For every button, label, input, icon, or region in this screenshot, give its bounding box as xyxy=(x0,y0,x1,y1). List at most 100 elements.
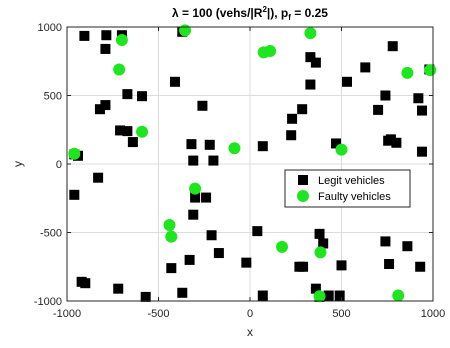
y-axis-label: y xyxy=(11,161,25,167)
title-middle-part: |), p xyxy=(267,6,288,20)
legit-vehicle-point xyxy=(69,189,80,200)
legit-vehicle-point xyxy=(360,62,371,73)
faulty-vehicle-point xyxy=(113,63,126,76)
legit-vehicle-point xyxy=(287,113,298,124)
y-tick-label: 0 xyxy=(56,159,62,171)
faulty-vehicle-point xyxy=(304,27,317,40)
x-tick-label: 0 xyxy=(247,308,253,320)
legit-vehicle-point xyxy=(310,57,321,68)
legend-square-icon xyxy=(298,175,308,185)
legit-vehicle-point xyxy=(197,100,208,111)
x-axis-label: x xyxy=(247,325,253,339)
faulty-vehicle-point xyxy=(136,125,149,138)
legit-vehicle-point xyxy=(380,90,391,101)
legit-vehicle-point xyxy=(201,192,212,203)
legit-vehicle-point xyxy=(305,79,316,90)
legit-vehicle-point xyxy=(100,43,111,54)
legit-vehicle-point xyxy=(186,139,197,150)
legend-entry-label: Legit vehicles xyxy=(318,175,385,187)
legit-vehicle-point xyxy=(318,238,329,249)
legit-vehicle-point xyxy=(101,30,112,41)
legit-vehicle-point xyxy=(385,134,396,145)
faulty-vehicle-point xyxy=(68,147,81,160)
faulty-vehicle-point xyxy=(392,289,405,302)
legit-vehicle-point xyxy=(76,276,87,287)
faulty-vehicle-point xyxy=(163,218,176,231)
legend: Legit vehicles Faulty vehicles xyxy=(284,169,411,208)
faulty-vehicle-point xyxy=(401,66,414,79)
x-tick-label: -500 xyxy=(147,308,169,320)
title-end-part: = 0.25 xyxy=(291,6,328,20)
title-main-part: λ = 100 (vehs/|R xyxy=(172,6,263,20)
y-tick-label: 500 xyxy=(44,91,62,103)
legit-vehicle-point xyxy=(314,228,325,239)
x-tick-label: 1000 xyxy=(421,308,445,320)
faulty-vehicle-point xyxy=(179,24,192,37)
legit-vehicle-point xyxy=(177,287,188,298)
legit-vehicle-point xyxy=(413,93,424,104)
legit-vehicle-point xyxy=(208,155,219,166)
x-tick-label: 500 xyxy=(332,308,350,320)
legit-vehicle-point xyxy=(334,290,345,301)
legit-vehicle-point xyxy=(79,30,90,41)
legit-vehicle-point xyxy=(298,261,309,272)
axis-ticks: -1000 -500 0 500 1000 -1000 -500 0 500 1000 xyxy=(34,22,445,320)
faulty-vehicle-point xyxy=(189,182,202,195)
legit-vehicle-point xyxy=(341,76,352,87)
legit-vehicle-point xyxy=(402,241,413,252)
faulty-vehicle-point xyxy=(424,64,437,77)
legit-vehicle-point xyxy=(122,89,133,100)
legend-circle-icon xyxy=(297,190,309,202)
faulty-vehicle-point xyxy=(335,143,348,156)
legend-entry-label: Faulty vehicles xyxy=(318,191,391,203)
faulty-vehicle-point xyxy=(313,290,326,303)
legit-vehicle-point xyxy=(257,290,268,301)
legit-vehicle-point xyxy=(417,146,428,157)
title-subscript: f xyxy=(288,13,291,22)
faulty-vehicle-point xyxy=(115,34,128,47)
faulty-vehicle-point xyxy=(264,44,277,57)
legit-vehicle-point xyxy=(387,41,398,52)
legit-vehicle-point xyxy=(115,125,126,136)
legit-vehicle-point xyxy=(94,104,105,115)
legit-vehicle-point xyxy=(213,248,224,259)
legit-vehicle-point xyxy=(93,172,104,183)
legit-vehicle-point xyxy=(140,291,151,302)
legit-vehicle-point xyxy=(137,91,148,102)
legit-vehicle-point xyxy=(257,141,268,152)
faulty-vehicle-point xyxy=(228,142,241,155)
legit-vehicle-point xyxy=(380,236,391,247)
title-superscript: 2 xyxy=(262,5,267,14)
legit-vehicle-point xyxy=(241,257,252,268)
legit-vehicle-point xyxy=(127,137,138,148)
legit-vehicle-point xyxy=(169,76,180,87)
x-tick-label: -1000 xyxy=(53,308,81,320)
y-tick-label: -500 xyxy=(40,228,62,240)
legit-vehicle-point xyxy=(166,263,177,274)
faulty-vehicle-point xyxy=(276,240,289,253)
chart-title: λ = 100 (vehs/|R2|), pf = 0.25 xyxy=(172,5,328,22)
legit-vehicle-point xyxy=(336,260,347,271)
legit-vehicle-point xyxy=(188,209,199,220)
legit-vehicle-point xyxy=(252,226,263,237)
faulty-vehicle-point xyxy=(314,246,327,259)
legit-vehicle-point xyxy=(122,126,133,137)
legit-vehicle-point xyxy=(297,104,308,115)
y-tick-label: -1000 xyxy=(34,296,62,308)
legit-vehicle-point xyxy=(206,230,217,241)
legit-vehicle-point xyxy=(100,100,111,111)
legit-vehicle-point xyxy=(417,105,428,116)
legit-vehicle-point xyxy=(305,52,316,63)
legit-vehicle-point xyxy=(384,259,395,270)
legit-vehicle-point xyxy=(373,104,384,115)
legit-vehicle-point xyxy=(286,130,297,141)
legit-vehicle-point xyxy=(190,192,201,203)
legit-vehicle-point xyxy=(391,137,402,148)
faulty-vehicle-point xyxy=(165,230,178,243)
legit-vehicle-point xyxy=(331,138,342,149)
legit-vehicle-point xyxy=(184,254,195,265)
y-tick-label: 1000 xyxy=(38,22,62,34)
legit-vehicle-point xyxy=(310,283,321,294)
legit-vehicle-point xyxy=(113,283,124,294)
